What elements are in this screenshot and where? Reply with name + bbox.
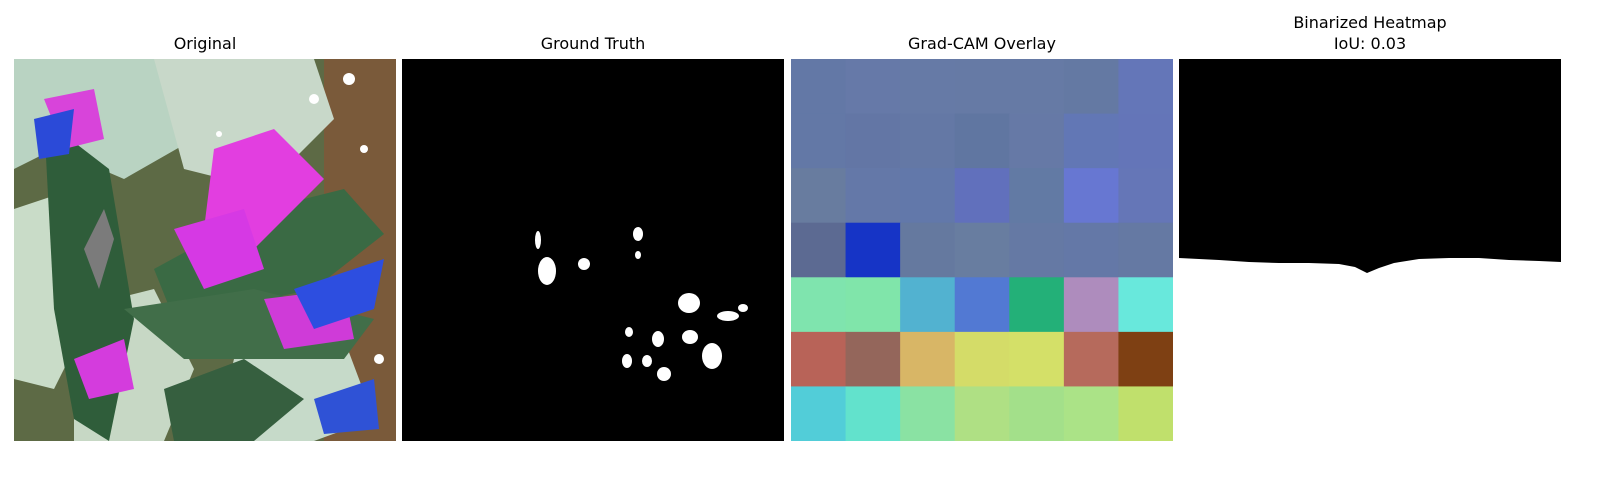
- gradcam-cell: [791, 386, 847, 441]
- binarized-heatmap-image: [1179, 59, 1561, 441]
- gradcam-cell: [1063, 59, 1120, 115]
- gradcam-cell: [954, 59, 1010, 115]
- gradcam-cell: [1009, 168, 1065, 224]
- gradcam-overlay-image: [791, 59, 1173, 441]
- gradcam-cell: [1063, 113, 1120, 169]
- gradcam-cell: [900, 331, 956, 388]
- gradcam-cell: [845, 168, 901, 224]
- panel-title: Original: [173, 34, 237, 53]
- gradcam-cell: [1063, 222, 1120, 278]
- panel-gradcam-overlay: Grad-CAM Overlay: [791, 0, 1173, 500]
- gradcam-cell: [900, 113, 956, 169]
- gradcam-cell: [954, 113, 1010, 169]
- gradcam-cell: [1118, 59, 1173, 115]
- gradcam-cell: [1009, 331, 1065, 388]
- gradcam-cell: [845, 277, 901, 333]
- gradcam-cell: [791, 331, 847, 388]
- gradcam-cell: [845, 113, 901, 169]
- gradcam-cell: [1118, 168, 1173, 224]
- gradcam-cell: [954, 277, 1010, 333]
- panel-title: Grad-CAM Overlay: [908, 34, 1056, 53]
- gradcam-cell: [1063, 277, 1120, 333]
- gradcam-cell: [791, 59, 847, 115]
- gradcam-cell: [1009, 59, 1065, 115]
- panel-title: Ground Truth: [540, 34, 646, 53]
- gradcam-cell: [845, 331, 901, 388]
- gradcam-cell: [954, 168, 1010, 224]
- gradcam-cell: [791, 222, 847, 278]
- gradcam-cell: [900, 168, 956, 224]
- panel-original: Original: [14, 0, 396, 500]
- panel-binarized-heatmap: Binarized Heatmap IoU: 0.03: [1179, 0, 1561, 500]
- gradcam-cell: [954, 222, 1010, 278]
- panel-title: Binarized Heatmap: [1293, 13, 1447, 32]
- gradcam-cell: [900, 386, 956, 441]
- gradcam-cell: [1009, 386, 1065, 441]
- gradcam-cell: [791, 168, 847, 224]
- gradcam-cell: [1118, 277, 1173, 333]
- gradcam-cell: [1009, 277, 1065, 333]
- gradcam-cell: [954, 331, 1010, 388]
- gradcam-cell: [1063, 331, 1120, 388]
- gradcam-cell: [900, 277, 956, 333]
- gradcam-cell: [900, 222, 956, 278]
- gradcam-cell: [1063, 168, 1120, 224]
- ground-truth-mask: [402, 59, 784, 441]
- gradcam-cell: [845, 59, 901, 115]
- gradcam-cell: [1118, 222, 1173, 278]
- gradcam-cell: [1118, 331, 1173, 388]
- gradcam-cell: [791, 277, 847, 333]
- gradcam-cell: [1118, 386, 1173, 441]
- gradcam-cell: [845, 386, 901, 441]
- gradcam-cell: [954, 386, 1010, 441]
- panel-ground-truth: Ground Truth: [402, 0, 784, 500]
- gradcam-cell: [1009, 222, 1065, 278]
- gradcam-cell: [791, 113, 847, 169]
- gradcam-cell: [1063, 386, 1120, 441]
- gradcam-cell: [900, 59, 956, 115]
- iou-label: IoU: 0.03: [1333, 34, 1407, 53]
- original-image: [14, 59, 396, 441]
- gradcam-cell: [1009, 113, 1065, 169]
- gradcam-cell: [845, 222, 901, 278]
- gradcam-cell: [1118, 113, 1173, 169]
